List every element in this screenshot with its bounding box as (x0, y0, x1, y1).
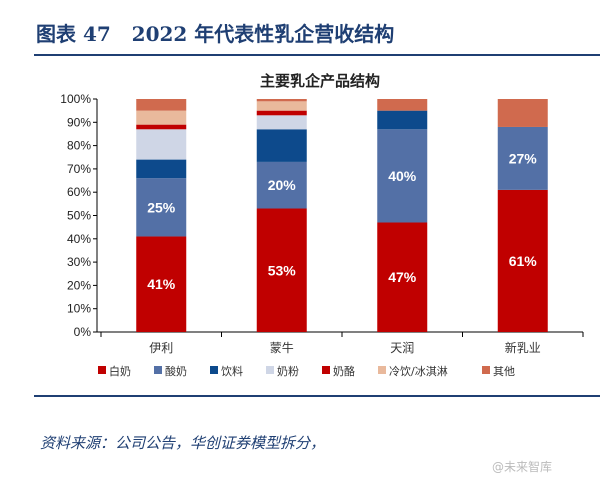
legend-label: 饮料 (221, 364, 243, 378)
bar-segment (136, 124, 187, 130)
bar-segment (136, 159, 187, 179)
data-label: 41% (147, 276, 176, 292)
bar-segment (377, 99, 428, 111)
bar-segment (256, 161, 307, 209)
legend-label: 奶粉 (277, 364, 299, 378)
bar-segment (256, 99, 307, 102)
y-tick-label: 100% (60, 92, 91, 106)
bar-segment (377, 222, 428, 332)
legend-label: 其他 (493, 365, 515, 378)
bar-segment (497, 189, 548, 332)
bar-segment (136, 110, 187, 125)
bar-segment (497, 99, 548, 127)
y-tick-label: 50% (67, 209, 91, 223)
category-label: 蒙牛 (270, 340, 294, 355)
data-label: 40% (388, 168, 417, 184)
stacked-bar-chart: 0% 10% 20% 30% 40% 50% 60% 70% 80% 90% 100% 41% 25% 伊… (60, 92, 584, 378)
legend-swatch (154, 366, 162, 374)
legend-label: 酸奶 (165, 364, 187, 378)
bar-segment (256, 129, 307, 162)
legend-label: 奶酪 (333, 364, 355, 378)
legend-swatch (322, 366, 330, 374)
data-label: 25% (147, 199, 176, 215)
bar-segment (136, 99, 187, 111)
bar-segment (136, 129, 187, 160)
legend-swatch (482, 366, 490, 374)
category-label: 伊利 (149, 341, 173, 355)
category-label: 新乳业 (505, 340, 541, 355)
data-label: 61% (509, 253, 538, 269)
bar-segment (256, 101, 307, 111)
legend-label: 白奶 (109, 364, 131, 378)
bottom-divider (34, 395, 600, 397)
legend-label: 冷饮/冰淇淋 (389, 365, 448, 378)
legend-swatch (266, 366, 274, 374)
data-label: 27% (509, 150, 538, 166)
title-divider (34, 54, 600, 56)
y-tick-label: 90% (67, 115, 91, 129)
chart-title: 主要乳企产品结构 (259, 72, 380, 90)
legend-swatch (98, 366, 106, 374)
y-tick-label: 0% (74, 325, 92, 339)
bar-segment (256, 115, 307, 130)
y-tick-label: 30% (67, 255, 91, 269)
bar-segment (377, 129, 428, 223)
legend-swatch (378, 366, 386, 374)
watermark: @未来智库 (492, 460, 553, 474)
y-tick-label: 70% (67, 162, 91, 176)
legend-swatch (210, 366, 218, 374)
y-tick-label: 60% (67, 185, 91, 199)
bar-segment (377, 110, 428, 130)
figure-title: 图表 47 2022 年代表性乳企营收结构 (36, 22, 395, 46)
bar-segment (136, 236, 187, 332)
data-label: 20% (268, 177, 297, 193)
bar-segment (497, 126, 548, 190)
bar-segment (256, 110, 307, 116)
bar-segment (256, 208, 307, 332)
data-label: 47% (388, 269, 417, 285)
category-label: 天润 (390, 341, 414, 355)
y-tick-label: 10% (67, 302, 91, 316)
y-tick-label: 20% (67, 278, 91, 292)
y-tick-label: 80% (67, 139, 91, 153)
source-note: 资料来源：公司公告，华创证券模型拆分， (40, 434, 326, 452)
data-label: 53% (268, 262, 297, 278)
bar-segment (136, 178, 187, 237)
y-tick-label: 40% (67, 232, 91, 246)
